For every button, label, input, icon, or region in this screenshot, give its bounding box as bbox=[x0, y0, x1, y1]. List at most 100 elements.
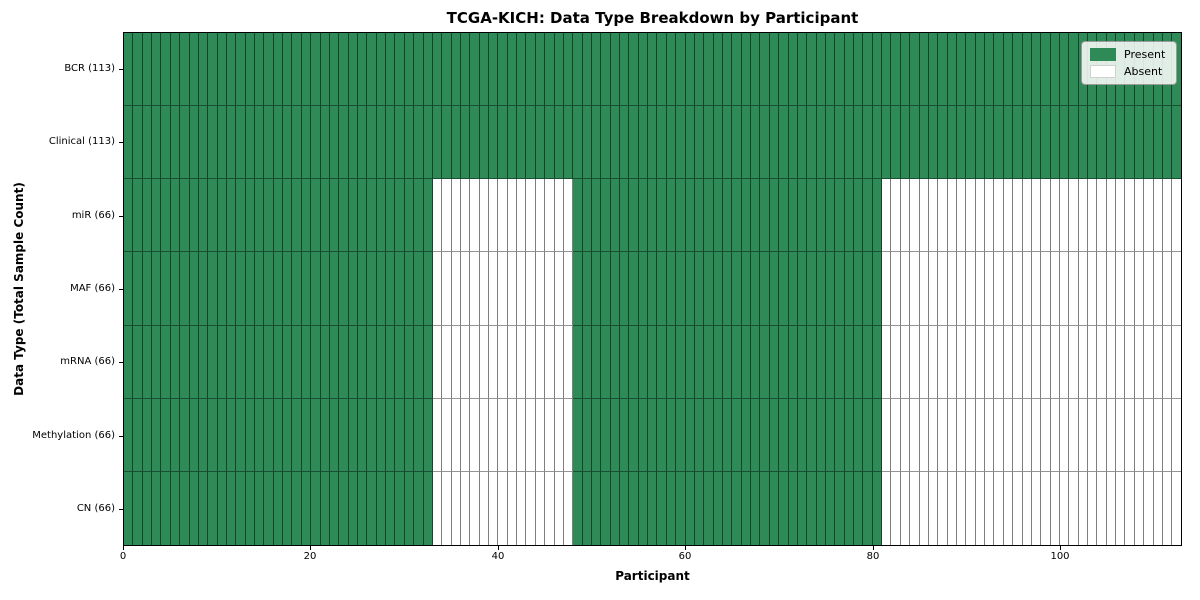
heatmap-cell bbox=[357, 106, 368, 180]
heatmap-cell bbox=[1088, 179, 1098, 253]
heatmap-row-mrna bbox=[124, 325, 1181, 399]
heatmap-cell bbox=[1097, 325, 1107, 399]
heatmap-cell bbox=[797, 33, 808, 107]
heatmap-cell bbox=[535, 106, 546, 180]
heatmap-cell bbox=[311, 106, 321, 180]
heatmap-cell bbox=[582, 33, 592, 107]
heatmap-cell bbox=[432, 471, 443, 545]
heatmap-cell bbox=[1059, 33, 1070, 107]
heatmap-cell bbox=[816, 471, 826, 545]
heatmap-cell bbox=[226, 33, 237, 107]
heatmap-cell bbox=[198, 471, 209, 545]
heatmap-cell bbox=[170, 471, 181, 545]
heatmap-cell bbox=[226, 179, 237, 253]
heatmap-cell bbox=[638, 471, 649, 545]
heatmap-cell bbox=[919, 398, 929, 472]
heatmap-cell bbox=[489, 252, 499, 326]
heatmap-cell bbox=[938, 179, 948, 253]
heatmap-cell bbox=[732, 398, 742, 472]
heatmap-cell bbox=[779, 179, 789, 253]
heatmap-cell bbox=[273, 325, 284, 399]
heatmap-cell bbox=[451, 325, 461, 399]
heatmap-cell bbox=[582, 325, 592, 399]
heatmap-row-cn bbox=[124, 471, 1181, 545]
heatmap-cell bbox=[554, 471, 564, 545]
heatmap-cell bbox=[255, 33, 265, 107]
heatmap-cell bbox=[882, 398, 892, 472]
heatmap-cell bbox=[769, 325, 780, 399]
heatmap-cell bbox=[928, 33, 939, 107]
heatmap-cell bbox=[1097, 398, 1107, 472]
heatmap-cell bbox=[339, 179, 349, 253]
heatmap-cell bbox=[947, 179, 957, 253]
heatmap-cell bbox=[620, 398, 630, 472]
heatmap-cell bbox=[629, 325, 639, 399]
heatmap-cell bbox=[788, 33, 798, 107]
heatmap-cell bbox=[723, 252, 733, 326]
heatmap-cell bbox=[1078, 398, 1089, 472]
heatmap-cell bbox=[1106, 325, 1117, 399]
heatmap-cell bbox=[1078, 106, 1089, 180]
legend-label: Present bbox=[1124, 48, 1166, 61]
heatmap-cell bbox=[1106, 106, 1117, 180]
heatmap-cell bbox=[704, 252, 714, 326]
y-tick-label: Methylation (66) bbox=[32, 430, 115, 441]
heatmap-cell bbox=[442, 325, 452, 399]
heatmap-cell bbox=[1013, 33, 1023, 107]
heatmap-cell bbox=[797, 252, 808, 326]
heatmap-cell bbox=[891, 106, 901, 180]
heatmap-cell bbox=[339, 398, 349, 472]
heatmap-cell bbox=[535, 252, 546, 326]
heatmap-cell bbox=[357, 33, 368, 107]
heatmap-cell bbox=[133, 325, 143, 399]
heatmap-cell bbox=[919, 106, 929, 180]
heatmap-cell bbox=[807, 106, 817, 180]
heatmap-cell bbox=[723, 33, 733, 107]
heatmap-cell bbox=[835, 325, 845, 399]
heatmap-cell bbox=[498, 398, 508, 472]
heatmap-cell bbox=[1144, 179, 1154, 253]
heatmap-cell bbox=[311, 471, 321, 545]
heatmap-cell bbox=[1144, 398, 1154, 472]
heatmap-cell bbox=[451, 471, 461, 545]
heatmap-cell bbox=[273, 179, 284, 253]
heatmap-cell bbox=[357, 325, 368, 399]
x-tick-label: 60 bbox=[678, 551, 692, 562]
heatmap-cell bbox=[910, 252, 920, 326]
heatmap-cell bbox=[573, 471, 583, 545]
heatmap-cell bbox=[507, 252, 518, 326]
heatmap-cell bbox=[273, 471, 284, 545]
heatmap-cell bbox=[404, 179, 415, 253]
heatmap-cell bbox=[1172, 471, 1181, 545]
heatmap-cell bbox=[320, 106, 330, 180]
heatmap-cell bbox=[395, 179, 405, 253]
heatmap-row-maf bbox=[124, 252, 1181, 326]
heatmap-cell bbox=[966, 33, 976, 107]
legend-item-present: Present bbox=[1090, 48, 1168, 61]
heatmap-cell bbox=[620, 252, 630, 326]
heatmap-cell bbox=[900, 179, 911, 253]
y-tick-label: MAF (66) bbox=[70, 283, 115, 294]
heatmap-cell bbox=[460, 33, 471, 107]
heatmap-cell bbox=[432, 106, 443, 180]
heatmap-cell bbox=[1097, 252, 1107, 326]
heatmap-cell bbox=[1003, 252, 1014, 326]
heatmap-cell bbox=[414, 471, 424, 545]
heatmap-cell bbox=[489, 179, 499, 253]
heatmap-cell bbox=[489, 471, 499, 545]
heatmap-cell bbox=[161, 179, 171, 253]
heatmap-cell bbox=[751, 471, 761, 545]
heatmap-cell bbox=[152, 252, 162, 326]
heatmap-cell bbox=[152, 471, 162, 545]
heatmap-cell bbox=[470, 471, 480, 545]
heatmap-cell bbox=[956, 33, 967, 107]
heatmap-cell bbox=[788, 325, 798, 399]
heatmap-cell bbox=[629, 471, 639, 545]
heatmap-cell bbox=[685, 252, 695, 326]
heatmap-cell bbox=[910, 33, 920, 107]
heatmap-cell bbox=[320, 179, 330, 253]
heatmap-cell bbox=[1069, 33, 1079, 107]
heatmap-cell bbox=[142, 398, 153, 472]
heatmap-cell bbox=[844, 179, 855, 253]
heatmap-cell bbox=[376, 252, 387, 326]
